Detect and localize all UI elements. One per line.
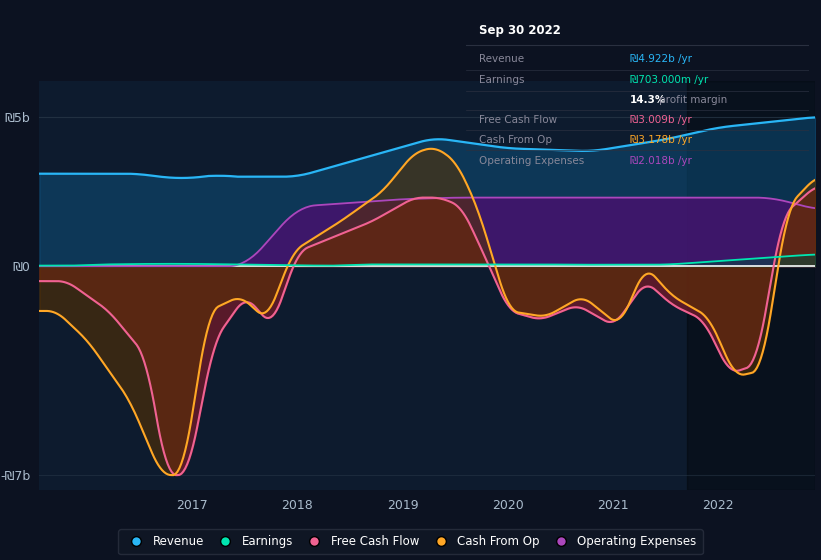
Bar [687, 81, 815, 490]
Text: ₪703.000m /yr: ₪703.000m /yr [631, 75, 709, 85]
Text: ₪3.178b /yr: ₪3.178b /yr [631, 134, 692, 144]
Text: profit margin: profit margin [659, 95, 727, 105]
Text: Free Cash Flow: Free Cash Flow [479, 115, 557, 125]
Text: 14.3%: 14.3% [631, 95, 667, 105]
Text: ₪2.018b /yr: ₪2.018b /yr [631, 156, 692, 166]
Text: ₪3.009b /yr: ₪3.009b /yr [631, 115, 692, 125]
Legend: Revenue, Earnings, Free Cash Flow, Cash From Op, Operating Expenses: Revenue, Earnings, Free Cash Flow, Cash … [118, 529, 703, 554]
Text: Revenue: Revenue [479, 54, 525, 64]
Text: Sep 30 2022: Sep 30 2022 [479, 24, 561, 37]
Text: ₪4.922b /yr: ₪4.922b /yr [631, 54, 692, 64]
Text: Operating Expenses: Operating Expenses [479, 156, 585, 166]
Text: Cash From Op: Cash From Op [479, 134, 553, 144]
Text: Earnings: Earnings [479, 75, 525, 85]
